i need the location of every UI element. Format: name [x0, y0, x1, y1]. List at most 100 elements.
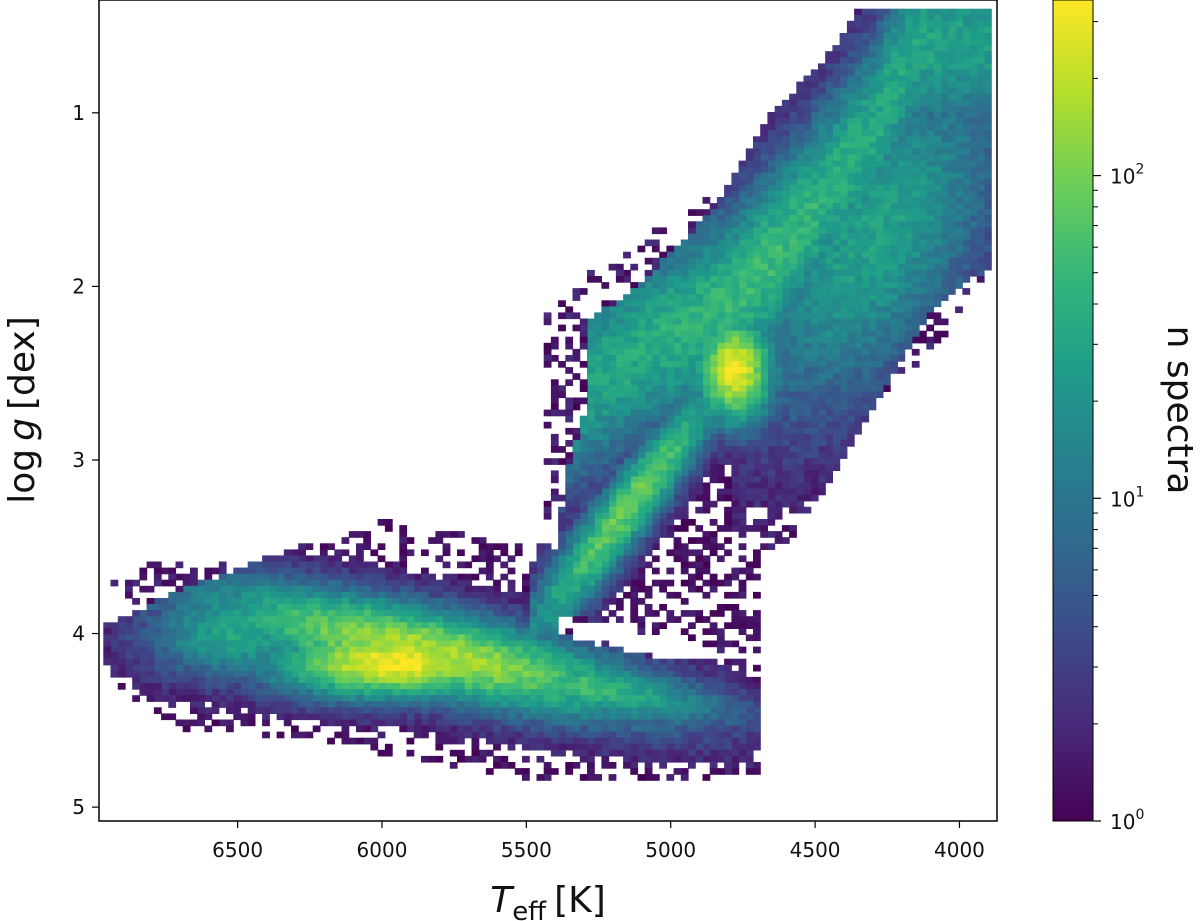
heatmap-cell — [608, 743, 617, 751]
heatmap-cell — [984, 154, 992, 162]
heatmap-cell — [767, 197, 776, 204]
heatmap-cell — [695, 695, 704, 702]
heatmap-cell — [587, 373, 595, 380]
heatmap-cell — [731, 762, 740, 769]
heatmap-cell — [796, 336, 805, 344]
heatmap-cell — [370, 707, 379, 714]
heatmap-cell — [832, 269, 841, 277]
heatmap-cell — [803, 118, 812, 125]
heatmap-cell — [659, 433, 667, 441]
heatmap-cell — [731, 440, 740, 447]
heatmap-cell — [724, 269, 732, 277]
heatmap-cell — [659, 670, 667, 678]
heatmap-cell — [904, 288, 913, 295]
heatmap-cell — [651, 670, 660, 678]
heatmap-cell — [709, 361, 718, 368]
heatmap-cell — [507, 762, 516, 769]
heatmap-cell — [384, 628, 393, 635]
heatmap-cell — [709, 239, 718, 247]
heatmap-cell — [702, 440, 711, 447]
heatmap-cell — [413, 676, 422, 684]
heatmap-cell — [428, 634, 436, 642]
heatmap-cell — [688, 664, 696, 672]
heatmap-cell — [485, 652, 494, 660]
heatmap-cell — [406, 683, 415, 690]
heatmap-cell — [615, 598, 624, 605]
heatmap-cell — [789, 440, 797, 447]
heatmap-cell — [579, 531, 588, 538]
heatmap-cell — [984, 39, 992, 46]
heatmap-cell — [716, 458, 725, 465]
heatmap-cell — [926, 300, 935, 307]
heatmap-cell — [796, 105, 805, 113]
heatmap-cell — [630, 725, 639, 733]
heatmap-cell — [738, 494, 747, 502]
heatmap-cell — [724, 184, 732, 192]
heatmap-cell — [933, 87, 942, 95]
heatmap-cell — [789, 148, 797, 156]
heatmap-cell — [745, 458, 754, 465]
heatmap-cell — [969, 215, 978, 222]
heatmap-cell — [644, 433, 653, 441]
heatmap-cell — [673, 433, 682, 441]
heatmap-cell — [601, 537, 610, 544]
heatmap-cell — [428, 695, 436, 702]
heatmap-cell — [745, 421, 754, 429]
heatmap-cell — [774, 197, 783, 204]
heatmap-cell — [897, 148, 906, 156]
heatmap-cell — [940, 69, 949, 77]
heatmap-cell — [839, 105, 848, 113]
heatmap-cell — [846, 148, 855, 156]
heatmap-cell — [839, 148, 848, 156]
heatmap-cell — [781, 336, 790, 344]
heatmap-cell — [529, 573, 537, 581]
heatmap-cell — [709, 221, 718, 228]
heatmap-cell — [911, 190, 920, 198]
heatmap-cell — [731, 500, 740, 508]
heatmap-cell — [601, 652, 610, 660]
heatmap-cell — [818, 318, 826, 326]
heatmap-cell — [940, 227, 949, 235]
heatmap-cell — [457, 725, 465, 733]
heatmap-cell — [731, 318, 740, 326]
heatmap-cell — [485, 658, 494, 666]
heatmap-cell — [587, 488, 595, 496]
heatmap-cell — [955, 57, 963, 64]
heatmap-cell — [623, 494, 631, 502]
heatmap-cell — [666, 549, 675, 557]
heatmap-cell — [594, 543, 602, 550]
heatmap-cell — [760, 397, 768, 405]
heatmap-cell — [594, 373, 602, 380]
heatmap-cell — [688, 737, 696, 745]
heatmap-cell — [911, 26, 920, 34]
heatmap-cell — [522, 701, 530, 708]
heatmap-cell — [572, 646, 581, 654]
heatmap-cell — [897, 142, 906, 149]
heatmap-cell — [666, 391, 675, 399]
heatmap-cell — [724, 452, 732, 459]
heatmap-cell — [413, 683, 422, 690]
heatmap-cell — [529, 628, 537, 635]
heatmap-cell — [680, 373, 689, 380]
heatmap-cell — [911, 306, 920, 314]
heatmap-cell — [904, 87, 913, 95]
heatmap-cell — [882, 45, 891, 52]
heatmap-cell — [615, 676, 624, 684]
heatmap-cell — [623, 458, 631, 465]
heatmap-cell — [738, 488, 747, 496]
heatmap-cell — [695, 421, 704, 429]
heatmap-cell — [644, 336, 653, 344]
heatmap-cell — [846, 51, 855, 58]
heatmap-cell — [651, 683, 660, 690]
heatmap-cell — [753, 762, 761, 769]
heatmap-cell — [644, 719, 653, 727]
heatmap-cell — [825, 203, 833, 210]
heatmap-cell — [623, 561, 631, 569]
heatmap-cell — [976, 209, 985, 216]
heatmap-cell — [702, 567, 711, 575]
heatmap-cell — [781, 251, 790, 259]
heatmap-cell — [760, 160, 768, 168]
heatmap-cell — [781, 470, 790, 478]
heatmap-cell — [760, 257, 768, 265]
heatmap-cell — [745, 707, 754, 714]
